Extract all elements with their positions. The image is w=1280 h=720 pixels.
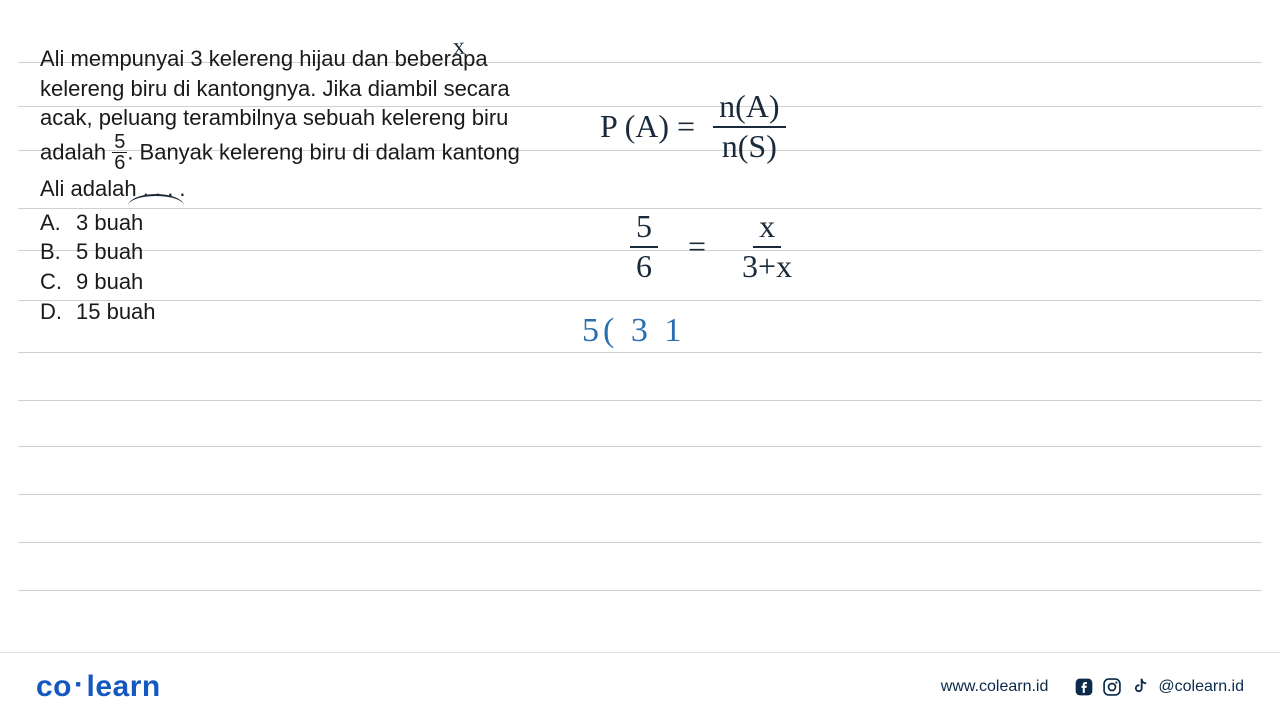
answer-options: A. 3 buah B. 5 buah C. 9 buah D. 15 buah bbox=[40, 208, 520, 327]
facebook-icon bbox=[1074, 677, 1094, 697]
option-c: C. 9 buah bbox=[40, 267, 520, 297]
logo-dot: · bbox=[72, 668, 87, 701]
footer-url: www.colearn.id bbox=[941, 678, 1049, 696]
eq1-lhs: P (A) = bbox=[600, 108, 695, 145]
question-fraction: 5 6 bbox=[112, 132, 127, 173]
question-block: Ali mempunyai 3 kelereng hijau dan beber… bbox=[40, 44, 520, 327]
fraction-numerator: 5 bbox=[112, 132, 127, 153]
eq1-rhs-fraction: n(A) n(S) bbox=[713, 90, 785, 163]
social-handle: @colearn.id bbox=[1158, 678, 1244, 696]
handwritten-equation-3: 5( 3 1 bbox=[582, 312, 685, 350]
handwritten-equation-1: P (A) = n(A) n(S) bbox=[600, 90, 786, 163]
footer-right: www.colearn.id @colearn.id bbox=[941, 677, 1244, 697]
handwritten-equation-2: 5 6 = x 3+x bbox=[630, 210, 798, 283]
option-a: A. 3 buah bbox=[40, 208, 520, 238]
instagram-icon bbox=[1102, 677, 1122, 697]
eq2-equals: = bbox=[688, 228, 706, 265]
option-b: B. 5 buah bbox=[40, 237, 520, 267]
eq2-rhs-fraction: x 3+x bbox=[736, 210, 798, 283]
option-d: D. 15 buah bbox=[40, 297, 520, 327]
colearn-logo: co·learn bbox=[36, 670, 161, 704]
fraction-denominator: 6 bbox=[112, 153, 127, 173]
footer-bar: co·learn www.colearn.id @colearn.id bbox=[0, 652, 1280, 720]
social-icons: @colearn.id bbox=[1074, 677, 1244, 697]
tiktok-icon bbox=[1130, 677, 1150, 697]
handwritten-x-annotation: x bbox=[452, 34, 466, 62]
eq2-lhs-fraction: 5 6 bbox=[630, 210, 658, 283]
